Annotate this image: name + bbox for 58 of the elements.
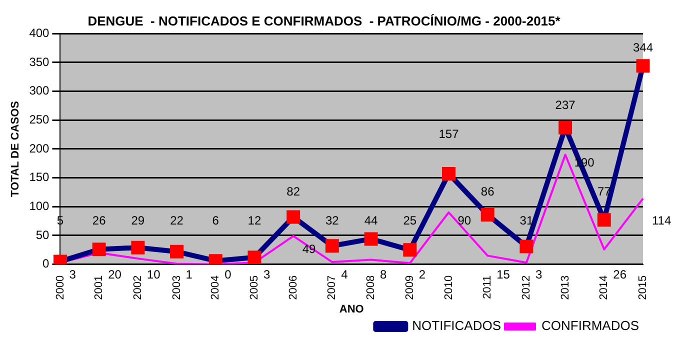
data-label: 8: [380, 268, 388, 282]
data-label: 26: [92, 213, 106, 228]
data-label: 114: [652, 213, 672, 228]
data-label: 237: [555, 98, 576, 112]
y-tick-label: 150: [29, 170, 50, 184]
y-axis-title: TOTAL DE CASOS: [10, 100, 22, 197]
y-tick-label: 250: [29, 112, 50, 126]
data-label: 22: [170, 213, 184, 228]
x-tick-label: 2000: [54, 275, 66, 300]
data-label: 1: [186, 268, 193, 282]
data-label: 4: [341, 268, 348, 282]
data-label: 31: [520, 213, 534, 228]
x-tick-label: 2007: [326, 275, 338, 300]
x-tick-label: 2008: [365, 275, 378, 300]
y-tick-label: 200: [29, 141, 50, 156]
y-tick-label: 300: [29, 84, 50, 98]
x-tick-label: 2004: [210, 275, 222, 300]
data-label: 32: [326, 213, 340, 228]
x-tick-label: 2006: [287, 275, 300, 300]
x-tick-label: 2015: [637, 275, 650, 300]
data-label: 15: [496, 268, 510, 282]
data-label: 44: [364, 213, 378, 228]
data-label: 344: [632, 40, 654, 54]
chart-title: DENGUE - NOTIFICADOS E CONFIRMADOS - PATROCÍNIO/MG - 2000-2015*: [88, 13, 562, 28]
x-tick-label: 2002: [132, 275, 144, 300]
y-tick-label: 100: [29, 198, 50, 213]
x-tick-label: 2013: [559, 275, 572, 300]
y-tick-label: 50: [36, 228, 50, 242]
data-label: 157: [438, 126, 460, 141]
data-label: 90: [458, 213, 472, 228]
x-tick-label: 2009: [404, 275, 416, 300]
y-tick-label: 350: [29, 54, 50, 69]
x-tick-label: 2011: [482, 275, 494, 299]
x-axis-title: ANO: [339, 303, 364, 316]
y-tick-label: 400: [29, 26, 50, 40]
data-label: 0: [224, 268, 232, 282]
data-label: 3: [69, 268, 76, 282]
x-tick-label: 2012: [520, 275, 532, 300]
x-tick-label: 2003: [170, 275, 183, 300]
x-tick-label: 2001: [93, 275, 106, 300]
data-label: 2: [418, 268, 426, 282]
data-label: 29: [131, 213, 145, 228]
data-label: 6: [212, 213, 220, 228]
data-label: 3: [535, 268, 542, 282]
data-label: 3: [263, 268, 270, 282]
data-label: 20: [108, 268, 122, 282]
data-label: 12: [248, 213, 262, 228]
data-label: 10: [146, 268, 161, 282]
data-label: 26: [613, 268, 627, 282]
y-tick-label: 0: [42, 256, 50, 271]
data-label: 86: [480, 184, 495, 199]
data-label: 25: [403, 213, 417, 228]
x-tick-label: 2010: [442, 275, 455, 300]
x-tick-label: 2014: [598, 275, 610, 300]
x-tick-label: 2005: [248, 275, 261, 300]
legend-label: NOTIFICADOS: [412, 318, 502, 334]
data-label: 82: [286, 184, 300, 199]
legend-label: CONFIRMADOS: [542, 318, 640, 334]
